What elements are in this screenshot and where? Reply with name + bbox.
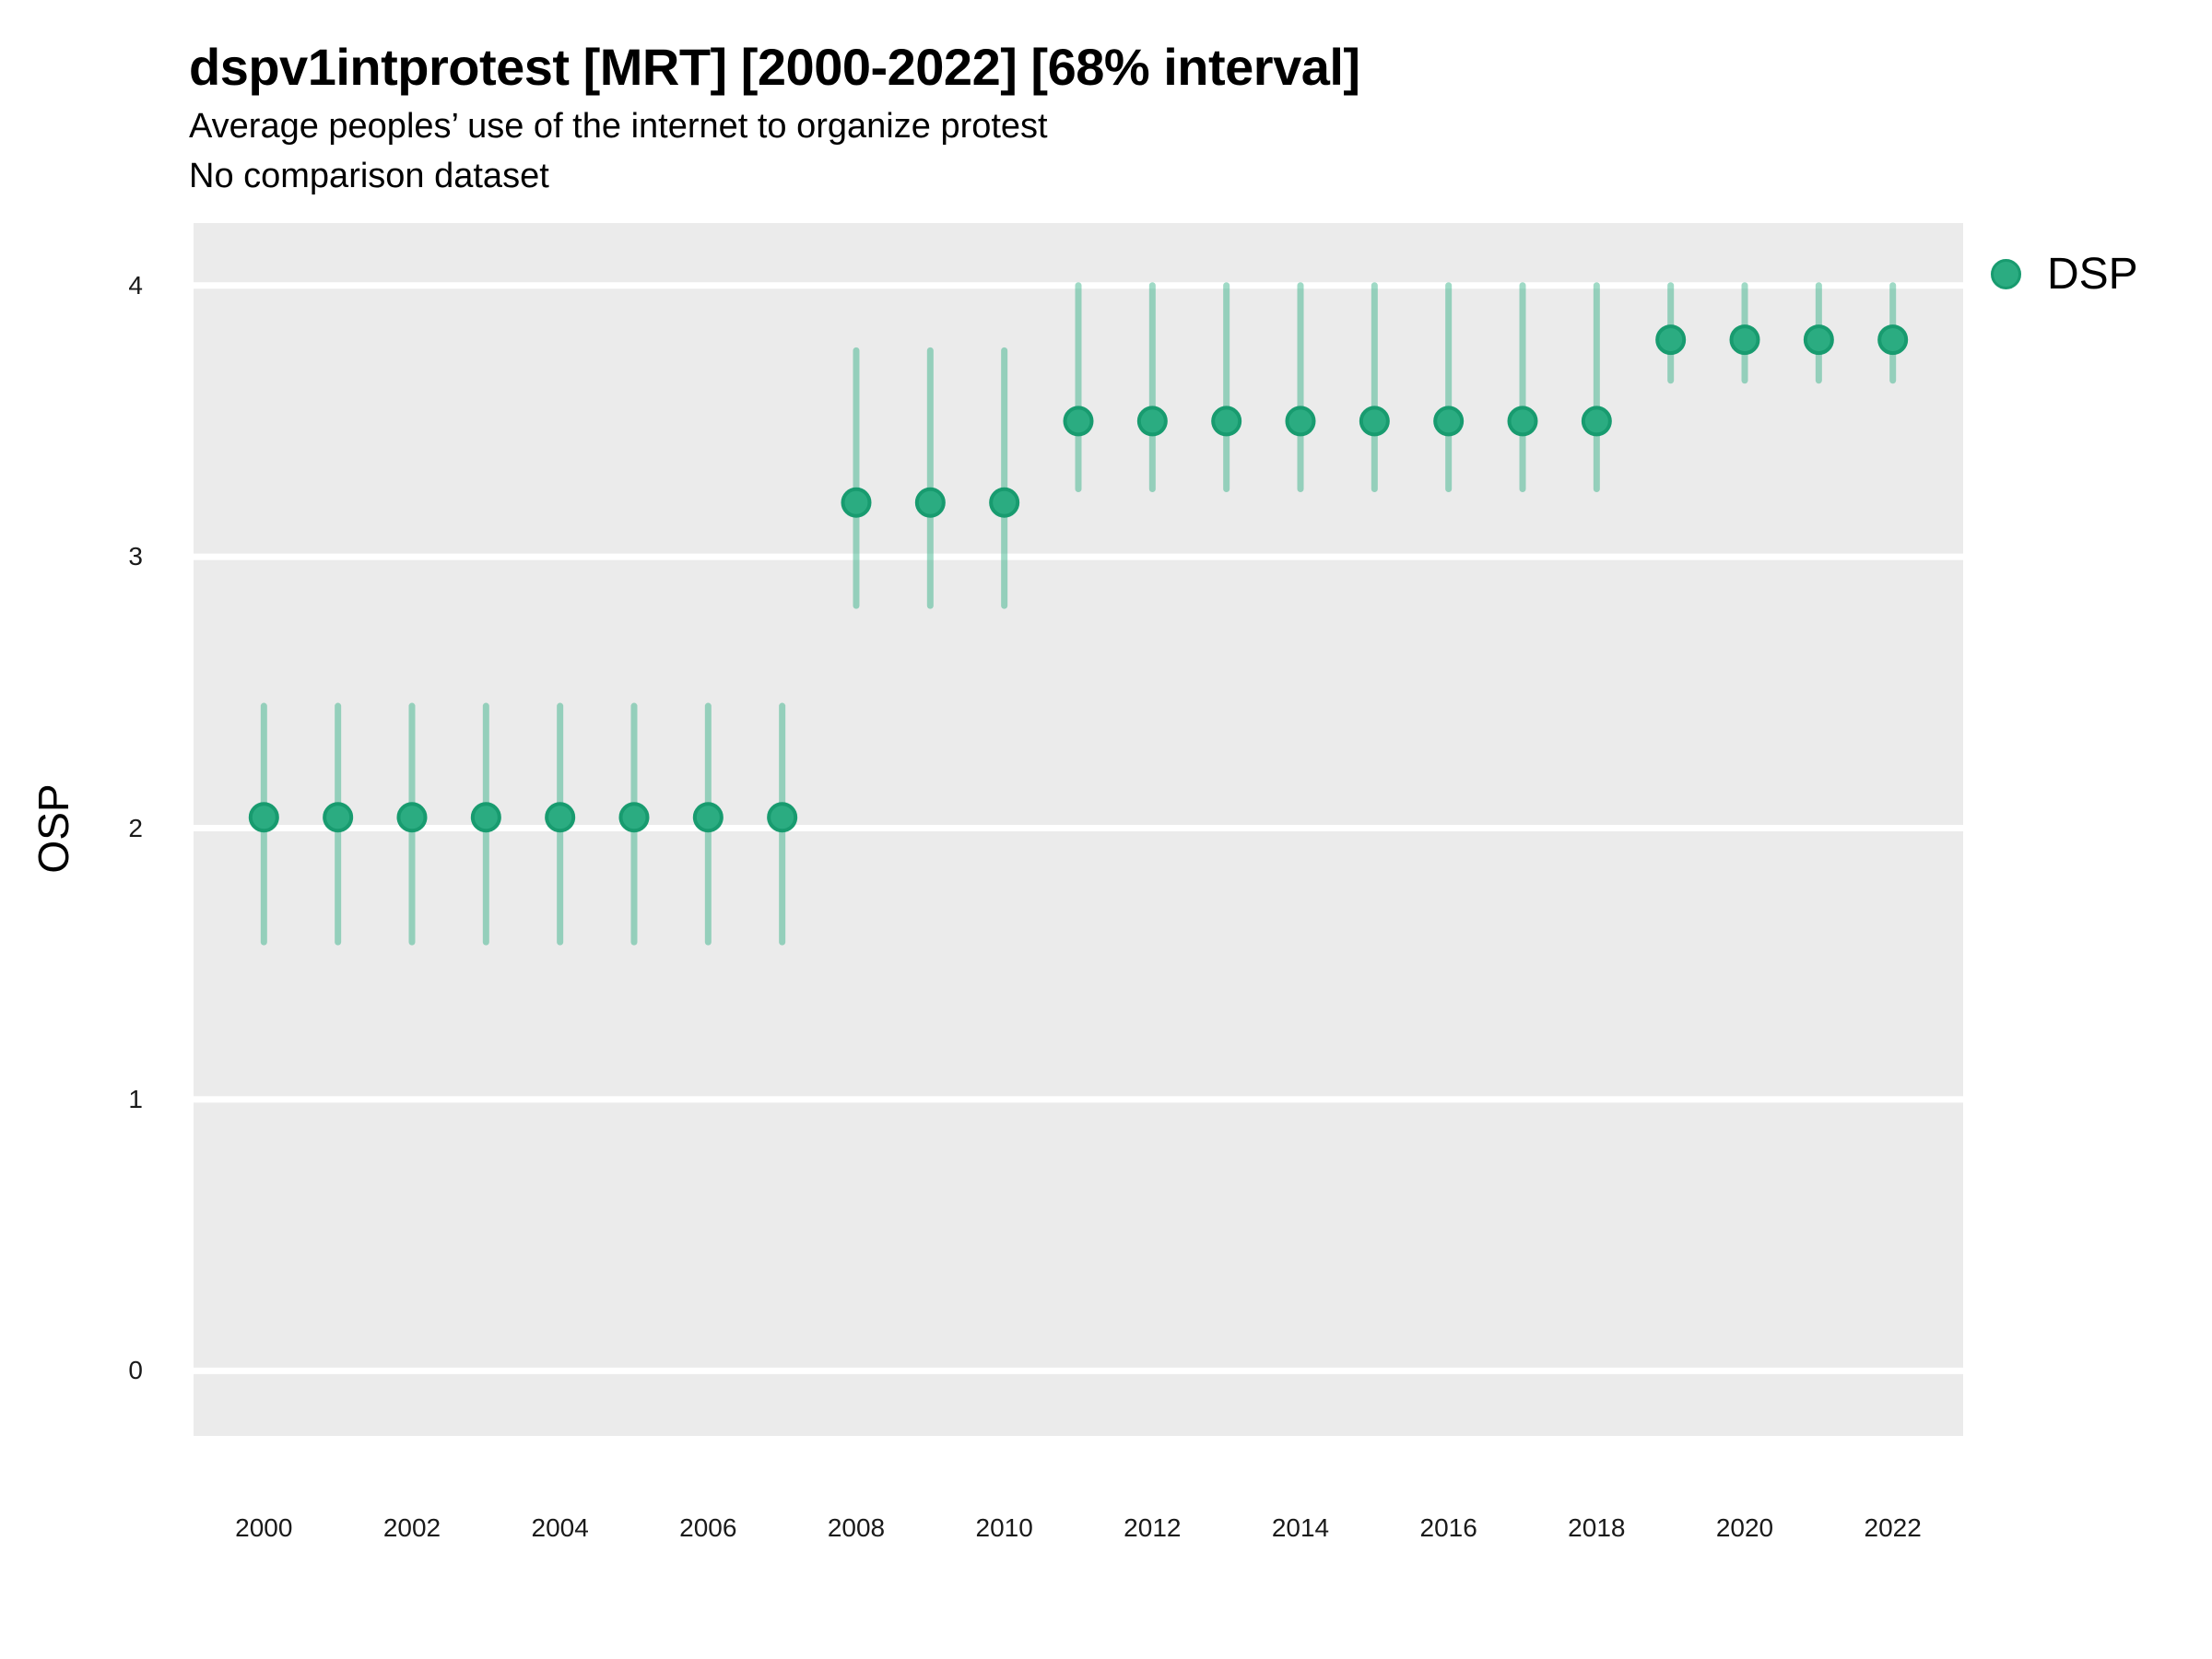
x-tick-label-2000: 2000	[235, 1513, 293, 1542]
x-tick-label-2012: 2012	[1124, 1513, 1182, 1542]
data-point-2003	[470, 802, 501, 833]
y-tick-label-2: 2	[128, 813, 143, 842]
y-tick-label-1: 1	[128, 1084, 143, 1113]
x-tick-label-2016: 2016	[1419, 1513, 1477, 1542]
data-point-2005	[618, 802, 650, 833]
x-tick-label-2004: 2004	[531, 1513, 589, 1542]
y-tick-label-0: 0	[128, 1356, 143, 1385]
data-point-2021	[1803, 324, 1834, 356]
data-point-2010	[989, 487, 1020, 518]
data-point-2012	[1136, 406, 1168, 437]
chart-subtitle: Average peoples’ use of the internet to …	[189, 107, 1048, 146]
data-point-2015	[1359, 406, 1390, 437]
x-tick-label-2022: 2022	[1864, 1513, 1922, 1542]
y-tick-label-3: 3	[128, 542, 143, 571]
data-point-2006	[692, 802, 724, 833]
data-point-2014	[1285, 406, 1316, 437]
legend-marker-circle-icon	[1991, 259, 2021, 289]
data-point-2008	[841, 487, 872, 518]
data-point-2018	[1581, 406, 1612, 437]
x-tick-label-2018: 2018	[1568, 1513, 1626, 1542]
data-point-2009	[914, 487, 946, 518]
data-point-2004	[545, 802, 576, 833]
x-tick-label-2008: 2008	[827, 1513, 886, 1542]
data-point-2016	[1433, 406, 1465, 437]
x-tick-label-2014: 2014	[1271, 1513, 1330, 1542]
x-tick-label-2006: 2006	[679, 1513, 737, 1542]
data-point-2007	[767, 802, 798, 833]
chart-title: dspv1intprotest [MRT] [2000-2022] [68% i…	[189, 38, 1360, 96]
y-tick-label-4: 4	[128, 270, 143, 300]
x-tick-label-2020: 2020	[1715, 1513, 1774, 1542]
data-point-2017	[1507, 406, 1538, 437]
chart-note: No comparison dataset	[189, 157, 549, 195]
x-tick-label-2002: 2002	[382, 1513, 441, 1542]
data-point-2011	[1063, 406, 1094, 437]
data-point-2002	[396, 802, 428, 833]
data-point-2013	[1211, 406, 1242, 437]
data-point-2022	[1877, 324, 1909, 356]
legend: DSP	[1991, 249, 2138, 300]
x-tick-label-2010: 2010	[975, 1513, 1033, 1542]
legend-label: DSP	[2047, 250, 2138, 299]
data-point-2001	[323, 802, 354, 833]
data-point-2019	[1655, 324, 1687, 356]
data-point-2020	[1729, 324, 1760, 356]
data-point-2000	[248, 802, 279, 833]
